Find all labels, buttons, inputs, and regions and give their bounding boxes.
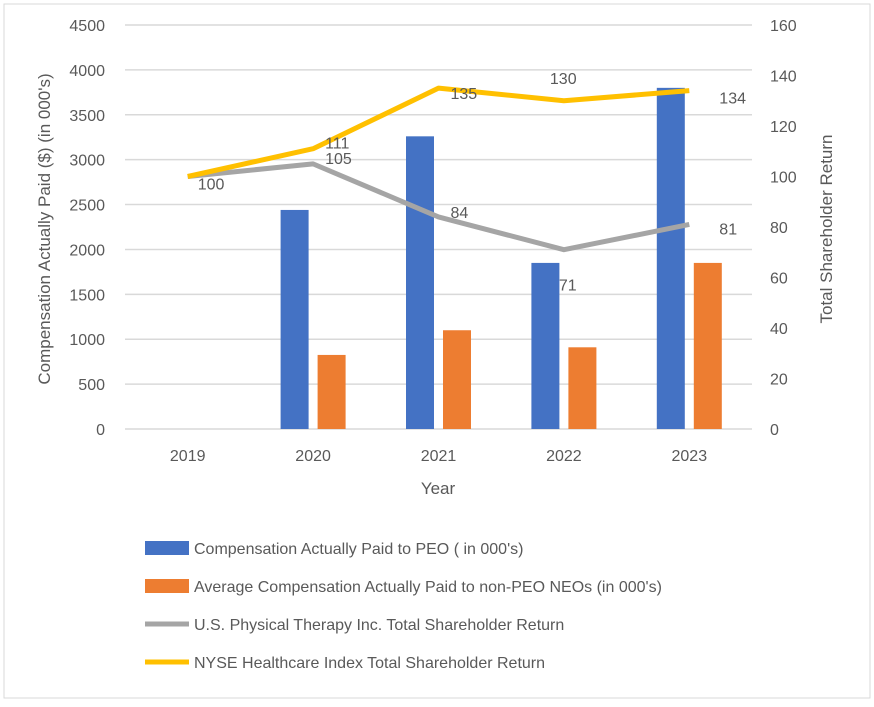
y-tick-label: 0: [96, 422, 105, 439]
neo-bar: [443, 330, 471, 429]
usph-tsr-line: [187, 161, 690, 253]
neo-bar: [693, 262, 722, 429]
y-tick-label: 1000: [69, 332, 105, 349]
x-tick-label: 2023: [672, 448, 708, 465]
usph-data-label: 105: [325, 151, 352, 168]
y-tick-label: 4500: [69, 18, 105, 35]
neo-bar: [568, 347, 597, 429]
legend-swatch: [145, 579, 189, 593]
x-tick-label: 2020: [295, 448, 331, 465]
y2-tick-label: 140: [770, 69, 797, 86]
y-tick-label: 2500: [69, 198, 105, 215]
neo-bar: [317, 354, 346, 429]
y-tick-label: 500: [78, 377, 105, 394]
nyse-data-label: 134: [719, 91, 746, 108]
y2-tick-label: 120: [770, 119, 797, 136]
legend-label: Compensation Actually Paid to PEO ( in 0…: [194, 541, 523, 558]
y-tick-label: 4000: [69, 63, 105, 80]
y-tick-label: 2000: [69, 242, 105, 259]
y-tick-label: 3000: [69, 153, 105, 170]
x-tick-label: 2021: [421, 448, 457, 465]
x-tick-label: 2022: [546, 448, 582, 465]
y2-tick-label: 60: [770, 271, 788, 288]
peo-bar: [531, 262, 560, 429]
y-axis-title: Compensation Actually Paid ($) (in 000's…: [35, 73, 54, 384]
peo-bar: [406, 136, 434, 429]
y2-tick-label: 0: [770, 422, 779, 439]
y2-tick-label: 80: [770, 220, 788, 237]
usph-data-label: 100: [198, 177, 225, 194]
legend-label: U.S. Physical Therapy Inc. Total Shareho…: [194, 617, 564, 634]
legend-swatch: [145, 541, 189, 555]
y2-tick-label: 40: [770, 321, 788, 338]
y2-tick-label: 100: [770, 170, 797, 187]
legend-label: Average Compensation Actually Paid to no…: [194, 579, 662, 596]
nyse-data-label: 130: [550, 71, 577, 88]
peo-bar: [656, 87, 685, 429]
nyse-data-label: 135: [451, 86, 478, 103]
y-tick-label: 3500: [69, 108, 105, 125]
nyse-data-label: 111: [325, 136, 349, 153]
peo-bar: [280, 209, 309, 429]
nyse-tsr-line: [187, 85, 690, 179]
y2-tick-label: 160: [770, 18, 797, 35]
y2-axis-title: Total Shareholder Return: [817, 134, 836, 323]
x-tick-label: 2019: [170, 448, 206, 465]
usph-data-label: 84: [451, 205, 469, 222]
legend-label: NYSE Healthcare Index Total Shareholder …: [194, 655, 545, 672]
y2-tick-label: 20: [770, 372, 788, 389]
usph-data-label: 81: [719, 221, 737, 238]
y-tick-label: 1500: [69, 287, 105, 304]
usph-data-label: 71: [559, 278, 577, 295]
x-axis-title: Year: [421, 479, 456, 498]
